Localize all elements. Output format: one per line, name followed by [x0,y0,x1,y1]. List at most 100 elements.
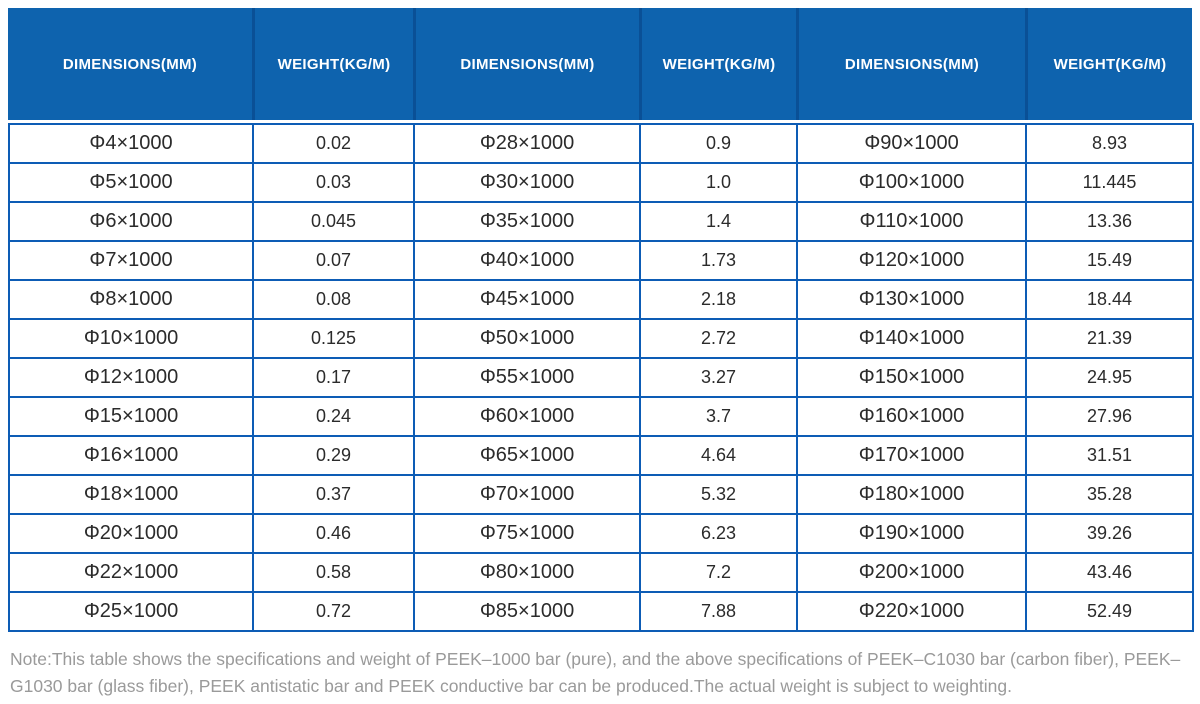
dimension-cell: Φ60×1000 [413,396,641,437]
weight-cell: 0.46 [252,513,415,554]
table-row: Φ8×1000 0.08 Φ45×1000 2.18 Φ130×1000 18.44 [8,279,1194,320]
table-row: Φ18×1000 0.37 Φ70×1000 5.32 Φ180×1000 35.28 [8,474,1194,515]
dimension-cell: Φ120×1000 [796,240,1027,281]
dimension-cell: Φ55×1000 [413,357,641,398]
weight-cell: 0.125 [252,318,415,359]
dimension-cell: Φ35×1000 [413,201,641,242]
weight-cell: 21.39 [1025,318,1194,359]
dimension-cell: Φ170×1000 [796,435,1027,476]
weight-cell: 2.18 [639,279,798,320]
dimension-cell: Φ15×1000 [8,396,254,437]
dimension-cell: Φ200×1000 [796,552,1027,593]
dimension-cell: Φ30×1000 [413,162,641,203]
weight-cell: 52.49 [1025,591,1194,632]
spec-weight-table-body: Φ4×1000 0.02 Φ28×1000 0.9 Φ90×1000 8.93 Φ5×100… [8,123,1194,632]
weight-cell: 1.4 [639,201,798,242]
header-dimensions-1: DIMENSIONS(MM) [62,55,198,73]
dimension-cell: Φ4×1000 [8,123,254,164]
weight-cell: 7.2 [639,552,798,593]
table-row: Φ25×1000 0.72 Φ85×1000 7.88 Φ220×1000 52.49 [8,591,1194,632]
weight-cell: 0.17 [252,357,415,398]
dimension-cell: Φ140×1000 [796,318,1027,359]
table-row: Φ20×1000 0.46 Φ75×1000 6.23 Φ190×1000 39.26 [8,513,1194,554]
weight-cell: 6.23 [639,513,798,554]
dimension-cell: Φ190×1000 [796,513,1027,554]
dimension-cell: Φ7×1000 [8,240,254,281]
dimension-cell: Φ6×1000 [8,201,254,242]
dimension-cell: Φ40×1000 [413,240,641,281]
table-row: Φ16×1000 0.29 Φ65×1000 4.64 Φ170×1000 31.51 [8,435,1194,476]
table-header-row: DIMENSIONS(MM) WEIGHT(KG/M) DIMENSIONS(M… [8,8,1192,120]
weight-cell: 13.36 [1025,201,1194,242]
dimension-cell: Φ85×1000 [413,591,641,632]
table-row: Φ5×1000 0.03 Φ30×1000 1.0 Φ100×1000 11.445 [8,162,1194,203]
dimension-cell: Φ5×1000 [8,162,254,203]
weight-cell: 4.64 [639,435,798,476]
dimension-cell: Φ10×1000 [8,318,254,359]
dimension-cell: Φ110×1000 [796,201,1027,242]
dimension-cell: Φ150×1000 [796,357,1027,398]
weight-cell: 0.58 [252,552,415,593]
header-dimensions-2: DIMENSIONS(MM) [413,8,639,120]
dimension-cell: Φ22×1000 [8,552,254,593]
header-weight-1: WEIGHT(KG/M) [252,8,413,120]
weight-cell: 18.44 [1025,279,1194,320]
dimension-cell: Φ16×1000 [8,435,254,476]
dimension-cell: Φ8×1000 [8,279,254,320]
table-row: Φ15×1000 0.24 Φ60×1000 3.7 Φ160×1000 27.96 [8,396,1194,437]
weight-cell: 0.03 [252,162,415,203]
spec-weight-table: Φ4×1000 0.02 Φ28×1000 0.9 Φ90×1000 8.93 Φ5×100… [8,123,1194,632]
dimension-cell: Φ160×1000 [796,396,1027,437]
weight-cell: 11.445 [1025,162,1194,203]
table-row: Φ6×1000 0.045 Φ35×1000 1.4 Φ110×1000 13.36 [8,201,1194,242]
weight-cell: 0.02 [252,123,415,164]
weight-cell: 0.24 [252,396,415,437]
weight-cell: 7.88 [639,591,798,632]
weight-cell: 0.08 [252,279,415,320]
weight-cell: 0.9 [639,123,798,164]
weight-cell: 0.37 [252,474,415,515]
weight-cell: 2.72 [639,318,798,359]
dimension-cell: Φ12×1000 [8,357,254,398]
weight-cell: 31.51 [1025,435,1194,476]
dimension-cell: Φ180×1000 [796,474,1027,515]
weight-cell: 1.73 [639,240,798,281]
table-row: Φ7×1000 0.07 Φ40×1000 1.73 Φ120×1000 15.49 [8,240,1194,281]
weight-cell: 24.95 [1025,357,1194,398]
weight-cell: 0.07 [252,240,415,281]
header-weight-3: WEIGHT(KG/M) [1025,8,1192,120]
dimension-cell: Φ20×1000 [8,513,254,554]
dimension-cell: Φ45×1000 [413,279,641,320]
dimension-cell: Φ75×1000 [413,513,641,554]
weight-cell: 35.28 [1025,474,1194,515]
weight-cell: 3.27 [639,357,798,398]
weight-cell: 27.96 [1025,396,1194,437]
dimension-cell: Φ100×1000 [796,162,1027,203]
table-row: Φ12×1000 0.17 Φ55×1000 3.27 Φ150×1000 24.95 [8,357,1194,398]
header-dimensions-3: DIMENSIONS(MM) [796,8,1025,120]
dimension-cell: Φ130×1000 [796,279,1027,320]
weight-cell: 0.29 [252,435,415,476]
weight-cell: 8.93 [1025,123,1194,164]
table-row: Φ22×1000 0.58 Φ80×1000 7.2 Φ200×1000 43.46 [8,552,1194,593]
weight-cell: 3.7 [639,396,798,437]
weight-cell: 5.32 [639,474,798,515]
table-row: Φ4×1000 0.02 Φ28×1000 0.9 Φ90×1000 8.93 [8,123,1194,164]
dimension-cell: Φ25×1000 [8,591,254,632]
weight-cell: 43.46 [1025,552,1194,593]
weight-cell: 39.26 [1025,513,1194,554]
weight-cell: 0.045 [252,201,415,242]
weight-cell: 0.72 [252,591,415,632]
header-weight-2: WEIGHT(KG/M) [639,8,796,120]
dimension-cell: Φ28×1000 [413,123,641,164]
table-note: Note:This table shows the specifications… [10,649,1181,697]
dimension-cell: Φ65×1000 [413,435,641,476]
dimension-cell: Φ90×1000 [796,123,1027,164]
dimension-cell: Φ50×1000 [413,318,641,359]
weight-cell: 15.49 [1025,240,1194,281]
table-row: Φ10×1000 0.125 Φ50×1000 2.72 Φ140×1000 21.39 [8,318,1194,359]
dimension-cell: Φ220×1000 [796,591,1027,632]
dimension-cell: Φ18×1000 [8,474,254,515]
dimension-cell: Φ70×1000 [413,474,641,515]
